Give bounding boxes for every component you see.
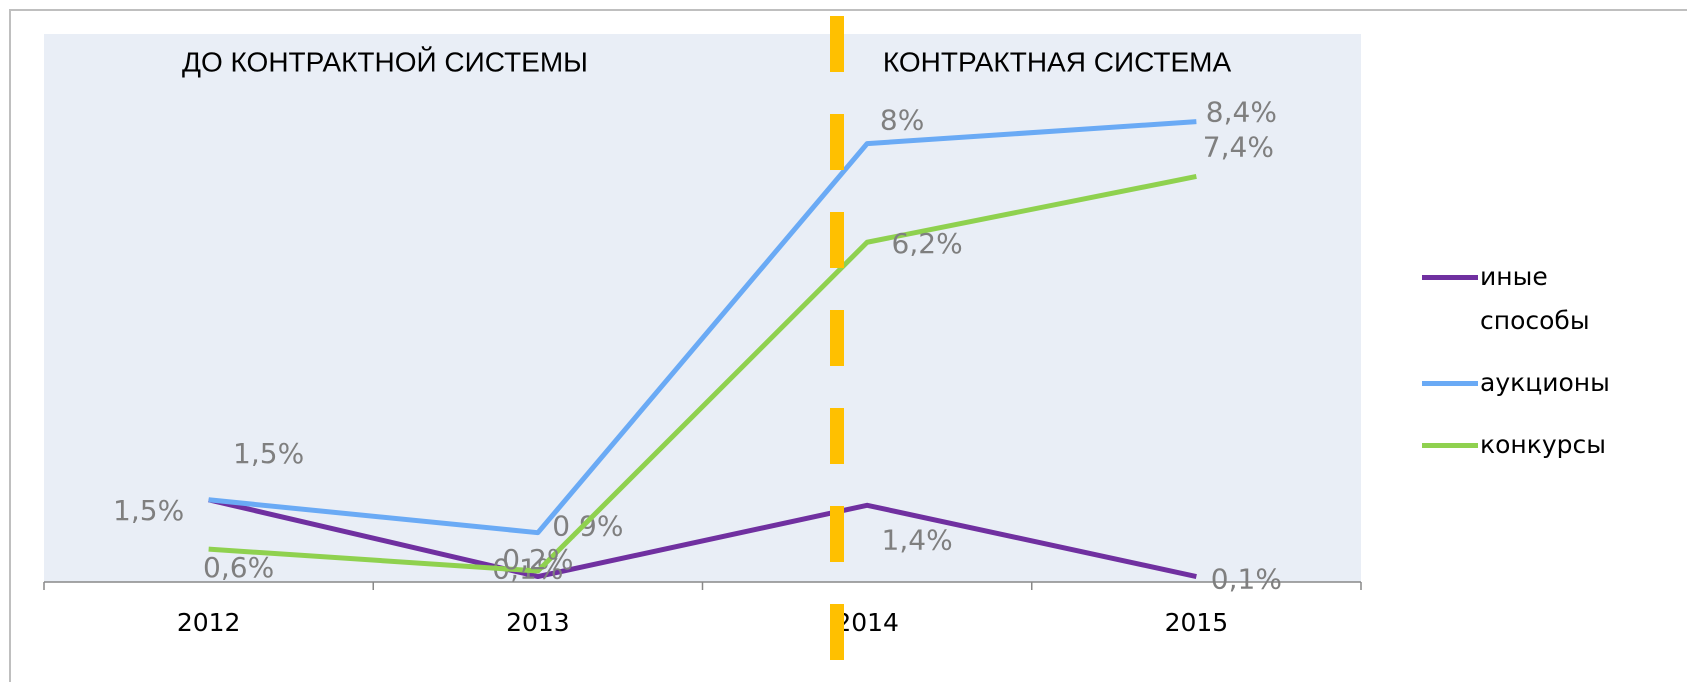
x-tick-label: 2015 (1165, 608, 1229, 637)
legend-swatch (1422, 443, 1478, 448)
series-line (208, 497, 1197, 580)
legend: иные способы аукционы конкурсы (1420, 255, 1610, 485)
data-label: 8% (880, 104, 924, 137)
data-label: 0,6% (203, 551, 274, 584)
data-label: 0,1% (1211, 563, 1282, 596)
legend-swatch (1422, 381, 1478, 386)
legend-item: иные способы (1420, 255, 1590, 343)
annotation: ДО КОНТРАКТНОЙ СИСТЕМЫ (182, 46, 588, 77)
series-line (208, 174, 1197, 574)
plot-area (44, 34, 1361, 582)
legend-item: конкурсы (1420, 423, 1606, 467)
series-line (208, 119, 1197, 536)
x-tick-label: 2013 (506, 608, 570, 637)
data-label: 0,2% (502, 543, 573, 576)
x-tick-label: 2012 (177, 608, 241, 637)
legend-item: аукционы (1420, 361, 1610, 405)
data-label: 1,5% (233, 437, 304, 470)
chart-frame (9, 9, 1687, 682)
data-label: 1,4% (882, 523, 953, 556)
data-label: 6,2% (892, 227, 963, 260)
legend-label: иные способы (1480, 262, 1590, 335)
data-label: 7,4% (1203, 130, 1274, 163)
legend-label: конкурсы (1480, 430, 1606, 459)
legend-label: аукционы (1480, 368, 1610, 397)
data-label: 0,9% (552, 510, 623, 543)
legend-swatch (1422, 275, 1478, 280)
x-tick-label: 2014 (835, 608, 899, 637)
annotation: КОНТРАКТНАЯ СИСТЕМА (883, 46, 1232, 77)
data-label: 8,4% (1206, 96, 1277, 129)
data-label: 1,5% (113, 494, 184, 527)
